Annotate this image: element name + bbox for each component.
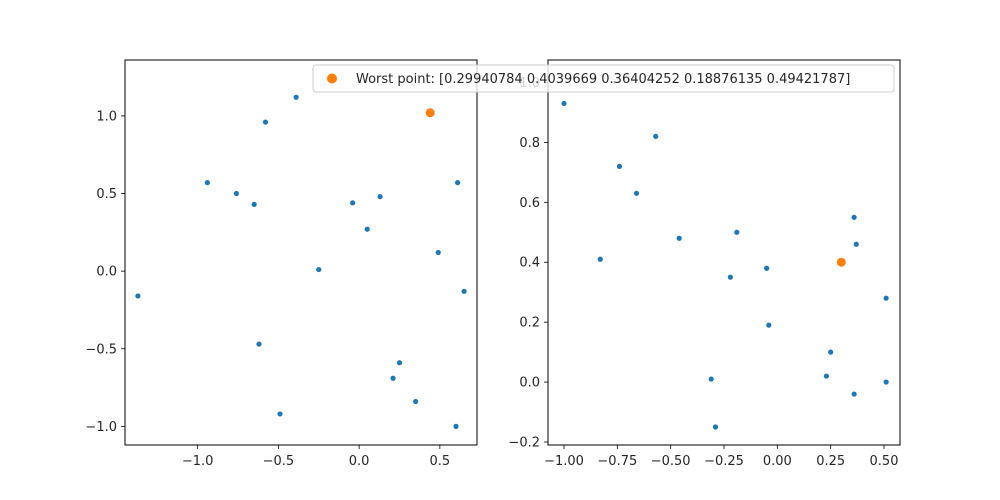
data-point: [616, 163, 623, 169]
data-point: [853, 241, 859, 247]
legend-box: [312, 64, 895, 93]
x-tick-label: 0.0: [349, 454, 370, 469]
legend-label-worst-point: Worst point: [0.29940784 0.4039669 0.364…: [356, 72, 850, 87]
data-point: [823, 373, 830, 379]
axes-frame: [547, 59, 901, 446]
data-point: [277, 411, 283, 417]
y-tick-label: 0.0: [519, 376, 540, 391]
y-tick-label: 0.5: [96, 187, 117, 202]
data-point: [262, 119, 269, 125]
data-point: [828, 349, 834, 355]
right-scatter-panel: −1.00 −0.75 −0.50 −0.25 0.00 0.25 0.50 −0.2 0.0 0…: [508, 59, 901, 469]
data-point: [390, 375, 396, 381]
x-tick-label: −1.00: [544, 454, 584, 469]
data-point: [764, 265, 770, 271]
data-point: [653, 133, 659, 140]
data-point: [727, 274, 734, 280]
data-point: [435, 249, 441, 256]
y-tick-label: 1.0: [96, 109, 117, 124]
y-tick-label: −0.2: [508, 436, 540, 451]
data-point: [350, 200, 356, 206]
data-point: [204, 180, 210, 186]
data-point: [708, 376, 714, 382]
y-tick-label: 0.2: [519, 316, 540, 331]
y-tick-label: 0.6: [519, 196, 540, 211]
x-tick-label: 0.00: [763, 454, 792, 469]
x-tick-label: −0.5: [263, 454, 295, 469]
data-point: [377, 194, 383, 200]
data-point: [233, 190, 240, 197]
data-point: [135, 293, 141, 299]
y-tick-label: 0.4: [519, 256, 540, 271]
data-point: [597, 256, 603, 262]
data-point: [364, 226, 370, 232]
worst-point-marker: [836, 257, 846, 267]
legend: Worst point: [0.29940784 0.4039669 0.364…: [312, 64, 895, 93]
worst-point-marker: [425, 108, 435, 118]
data-point: [455, 180, 461, 186]
data-point: [734, 229, 740, 235]
data-point: [712, 424, 719, 430]
axes-frame: [124, 59, 478, 446]
y-tick-label: 0.8: [519, 136, 540, 151]
data-point: [413, 398, 419, 405]
data-point: [561, 100, 567, 107]
x-tick-label: 0.50: [870, 454, 899, 469]
data-point: [766, 322, 772, 328]
x-tick-label: 0.5: [430, 454, 451, 469]
data-point: [251, 201, 257, 207]
y-tick-label: −1.0: [85, 420, 117, 435]
left-scatter-panel: −1.0 −0.5 0.0 0.5 −1.0 −0.5 0.0 0.5 1.0: [85, 59, 478, 469]
data-point: [293, 94, 299, 100]
data-point: [256, 341, 262, 347]
data-point: [461, 288, 467, 294]
x-tick-label: −1.0: [182, 454, 214, 469]
data-point: [633, 190, 640, 196]
data-point: [851, 214, 857, 220]
x-tick-label: −0.75: [597, 454, 637, 469]
data-point: [396, 360, 403, 366]
legend-marker-worst-point: [327, 73, 337, 84]
data-point: [851, 391, 857, 397]
y-tick-label: −0.5: [85, 342, 117, 357]
data-point: [883, 379, 889, 385]
data-point: [453, 423, 459, 429]
x-tick-label: 0.25: [816, 454, 845, 469]
data-point: [316, 266, 322, 273]
data-point: [676, 235, 682, 241]
x-tick-label: −0.50: [651, 454, 691, 469]
y-tick-label: 0.0: [96, 265, 117, 280]
data-point: [883, 295, 889, 301]
x-tick-label: −0.25: [704, 454, 744, 469]
